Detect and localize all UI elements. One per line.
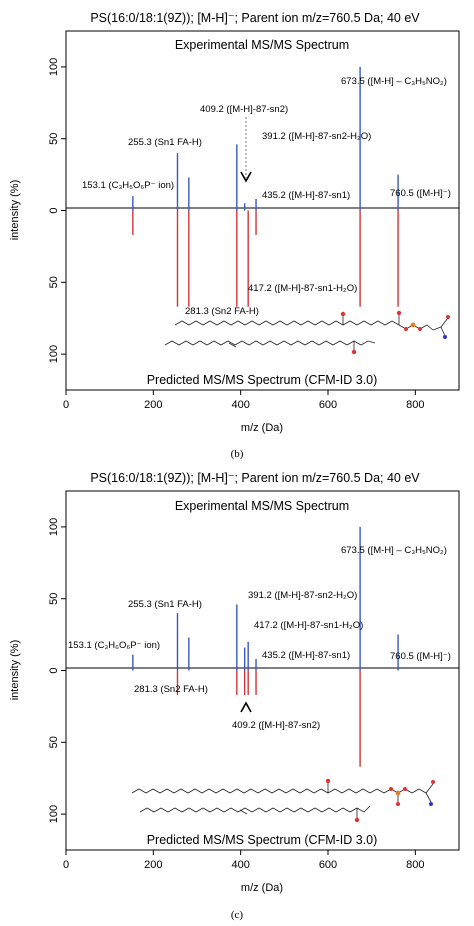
predicted-label: Predicted MS/MS Spectrum (CFM-ID 3.0) xyxy=(147,373,378,387)
y-axis-label: intensity (%) xyxy=(9,180,21,241)
annotation-417-2: 417.2 ([M-H]-87-sn1-H₂O) xyxy=(248,283,357,294)
y-tick-label: 100 xyxy=(48,58,60,76)
x-tick-label: 800 xyxy=(406,859,424,871)
molecule-atoms xyxy=(325,778,435,823)
annotation-281-3: 281.3 (Sn2 FA-H) xyxy=(134,684,208,695)
annotation-673-5: 673.5 ([M-H] – C₃H₅NO₂) xyxy=(341,545,447,556)
y-ticks: 100 50 0 50 100 xyxy=(48,58,66,363)
y-axis-label: intensity (%) xyxy=(9,640,21,701)
y-tick-label: 50 xyxy=(48,133,60,145)
arrow-marker xyxy=(240,171,252,183)
spectrum-bars xyxy=(132,66,399,307)
y-tick-label: 50 xyxy=(48,736,60,748)
x-tick-label: 600 xyxy=(319,859,337,871)
annotation-760-5: 760.5 ([M-H]⁻) xyxy=(390,651,451,662)
annotation-409-2: 409.2 ([M-H]-87-sn2) xyxy=(200,104,288,115)
panel-caption: (c) xyxy=(231,909,244,921)
spectrum-bars xyxy=(132,526,399,767)
annotation-673-5: 673.5 ([M-H] – C₃H₅NO₂) xyxy=(341,76,447,87)
annotation-255-3: 255.3 (Sn1 FA-H) xyxy=(128,599,202,610)
annotation-153-1: 153.1 (C₃H₅O₆P⁻ ion) xyxy=(82,180,174,191)
annotation-409-2: 409.2 ([M-H]-87-sn2) xyxy=(232,720,320,731)
molecule-structure xyxy=(164,315,449,350)
y-tick-label: 100 xyxy=(48,805,60,823)
x-tick-label: 800 xyxy=(406,399,424,411)
predicted-label: Predicted MS/MS Spectrum (CFM-ID 3.0) xyxy=(147,833,378,847)
y-ticks: 100 50 0 50 100 xyxy=(48,518,66,823)
y-tick-label: 50 xyxy=(48,276,60,288)
y-tick-label: 50 xyxy=(48,593,60,605)
x-tick-label: 0 xyxy=(63,859,69,871)
annotation-391-2: 391.2 ([M-H]-87-sn2-H₂O) xyxy=(248,590,357,601)
arrow-marker xyxy=(240,701,252,713)
y-tick-label: 100 xyxy=(48,345,60,363)
panel-b: PS(16:0/18:1(9Z)); [M-H]⁻; Parent ion m/… xyxy=(9,11,460,460)
molecule-structure xyxy=(131,783,434,818)
x-tick-label: 0 xyxy=(63,399,69,411)
chart-title: PS(16:0/18:1(9Z)); [M-H]⁻; Parent ion m/… xyxy=(90,11,420,25)
x-axis-label: m/z (Da) xyxy=(241,422,283,434)
peak-annotations: 153.1 (C₃H₅O₆P⁻ ion) 255.3 (Sn1 FA-H) 40… xyxy=(82,76,451,317)
annotation-417-2: 417.2 ([M-H]-87-sn1-H₂O) xyxy=(254,620,363,631)
annotation-391-2: 391.2 ([M-H]-87-sn2-H₂O) xyxy=(262,131,371,142)
y-tick-label: 0 xyxy=(48,667,60,673)
x-tick-label: 400 xyxy=(231,399,249,411)
x-tick-label: 600 xyxy=(319,399,337,411)
annotation-153-1: 153.1 (C₃H₆O₆P⁻ ion) xyxy=(68,640,160,651)
annotation-255-3: 255.3 (Sn1 FA-H) xyxy=(128,137,202,148)
x-axis-label: m/z (Da) xyxy=(241,882,283,894)
y-tick-label: 0 xyxy=(48,207,60,213)
molecule-atoms xyxy=(340,310,450,355)
experimental-label: Experimental MS/MS Spectrum xyxy=(175,38,349,52)
x-ticks: 0 200 400 600 800 xyxy=(63,850,425,871)
y-tick-label: 100 xyxy=(48,518,60,536)
x-tick-label: 200 xyxy=(144,399,162,411)
peak-annotations: 673.5 ([M-H] – C₃H₅NO₂) 255.3 (Sn1 FA-H)… xyxy=(68,545,451,731)
panel-caption: (b) xyxy=(231,448,244,460)
chart-title: PS(16:0/18:1(9Z)); [M-H]⁻; Parent ion m/… xyxy=(90,471,420,485)
annotation-435-2: 435.2 ([M-H]-87-sn1) xyxy=(262,190,350,201)
annotation-281-3: 281.3 (Sn2 FA-H) xyxy=(185,306,259,317)
panel-c: PS(16:0/18:1(9Z)); [M-H]⁻; Parent ion m/… xyxy=(9,471,460,921)
experimental-label: Experimental MS/MS Spectrum xyxy=(175,499,349,513)
x-tick-label: 200 xyxy=(144,859,162,871)
x-ticks: 0 200 400 600 800 xyxy=(63,390,425,411)
annotation-435-2: 435.2 ([M-H]-87-sn1) xyxy=(262,650,350,661)
x-tick-label: 400 xyxy=(231,859,249,871)
annotation-760-5: 760.5 ([M-H]⁻) xyxy=(390,188,451,199)
